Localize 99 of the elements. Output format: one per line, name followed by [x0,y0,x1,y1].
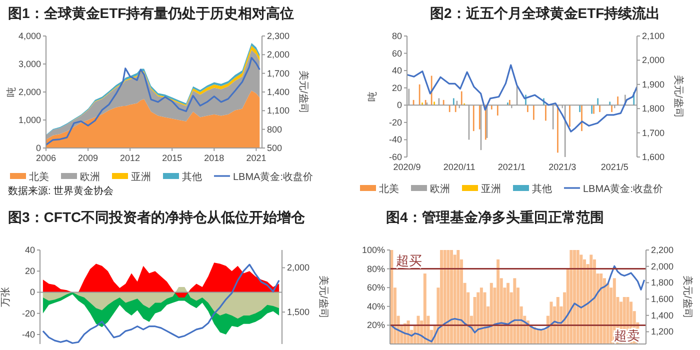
y-tick-label: -40 [388,134,402,145]
y2-tick-label: 1,900 [642,79,665,90]
legend-label: LBMA黄金:收盘价 [583,183,664,195]
bar [440,250,444,344]
y2-axis-title: 美元/盎司 [681,276,694,318]
y-tick-label: 0 [30,287,35,298]
chart-title: 图1：全球黄金ETF持有量仍处于历史相对高位 [8,5,294,21]
y2-tick-label: 1,700 [642,128,665,138]
bar [573,250,576,344]
x-tick-label: 2020/11 [443,162,476,172]
y2-tick-label: 2,100 [642,31,665,41]
legend-label: 欧洲 [80,171,100,183]
y2-tick-label: 2,000 [642,55,665,66]
bar [490,282,493,344]
legend-label: 亚洲 [481,183,501,195]
y-tick-label: 40 [24,245,35,255]
y2-tick-label: 2,300 [267,31,290,41]
bar [423,274,426,344]
y-tick-label: 0 [36,143,41,153]
chart-title: 图4：管理基金净多头重回正常范围 [386,209,604,225]
bar [456,250,460,344]
y2-tick-label: 1,400 [267,87,290,97]
line-series [407,64,637,132]
x-tick-label: 2021/3 [548,162,576,172]
y-tick-label: 1,000 [18,115,41,125]
bar [570,250,573,344]
bar [446,250,450,344]
y2-tick-label: 1,600 [651,294,674,304]
y2-tick-label: 2,000 [287,262,310,273]
y2-tick-label: 1,200 [651,326,674,337]
y2-tick-label: 2,200 [651,245,674,255]
y-tick-label: 80% [366,264,385,274]
chart-title: 图3：CFTC不同投资者的净持仓从低位开始增仓 [8,209,306,225]
bar [513,278,516,344]
y2-tick-label: 1,800 [642,104,665,114]
x-tick-label: 2012 [120,153,140,163]
y-axis-title: 万张 [0,287,12,307]
bar [540,330,543,344]
y2-tick-label: 1,400 [651,310,674,320]
y2-tick-label: 2,000 [651,261,674,272]
legend-label: LBMA黄金:收盘价 [233,171,314,183]
legend-label: 亚洲 [131,171,151,183]
y-tick-label: 20 [24,266,35,276]
source-note: 数据来源: 世界黄金协会 [8,185,114,197]
legend-label: 北美 [29,171,49,183]
y-tick-label: 40 [392,66,402,76]
legend-label: 其他 [182,171,202,183]
y2-tick-label: 2,000 [267,50,290,60]
bar [600,274,603,344]
y-tick-label: -60 [388,152,402,162]
line-series [42,264,280,344]
y-axis-title: 吨 [6,87,18,97]
x-tick-label: 2021 [246,153,266,163]
x-tick-label: 2021/5 [600,162,628,172]
y-tick-label: -40 [22,329,35,340]
y-tick-label: 4,000 [18,31,41,41]
bar [556,297,560,344]
y-tick-label: 60% [366,282,385,293]
y-tick-label: 100% [362,245,385,255]
bar [536,330,540,344]
bar [576,250,580,344]
y2-axis-title: 美元/盎司 [297,70,310,114]
y-axis-title: 吨 [366,92,379,102]
y-tick-label: 20% [366,320,385,330]
x-tick-label: 2006 [36,153,56,163]
y-tick-label: 80 [392,31,402,41]
bar [496,259,500,344]
chart-title: 图2：近五个月全球黄金ETF持续流出 [430,5,660,21]
y2-axis-title: 美元/盎司 [672,75,684,118]
y-tick-label: 20 [392,82,402,93]
x-tick-label: 2018 [204,153,224,163]
bar [443,250,446,344]
ref-line-label: 超买 [396,252,422,268]
bar [506,282,510,344]
y-tick-label: 0 [396,100,402,110]
legend-label: 北美 [379,183,399,195]
y2-tick-label: 1,800 [651,278,674,288]
y2-tick-label: 1,500 [287,307,310,318]
x-tick-label: 2020/9 [393,162,421,172]
y2-axis-title: 美元/盎司 [317,276,330,318]
y2-tick-label: 1,700 [267,68,290,78]
x-tick-label: 2021/1 [498,162,526,172]
bar [480,288,483,344]
bar [590,254,593,344]
y-tick-label: 60 [392,48,402,58]
bar [450,250,453,344]
y2-tick-label: 1,100 [267,106,290,116]
x-tick-label: 2009 [78,153,98,163]
y2-tick-label: 500 [267,143,282,153]
legend-label: 其他 [532,183,552,195]
y2-tick-label: 800 [267,124,282,134]
y2-tick-label: 1,600 [642,152,665,162]
y-tick-label: 40% [366,301,385,312]
legend-label: 欧洲 [430,183,450,195]
y-tick-label: 2,000 [18,87,41,97]
y-tick-label: -20 [22,308,35,318]
y-tick-label: -20 [388,117,402,128]
x-tick-label: 2015 [162,153,182,163]
y-tick-label: 3,000 [18,59,41,69]
